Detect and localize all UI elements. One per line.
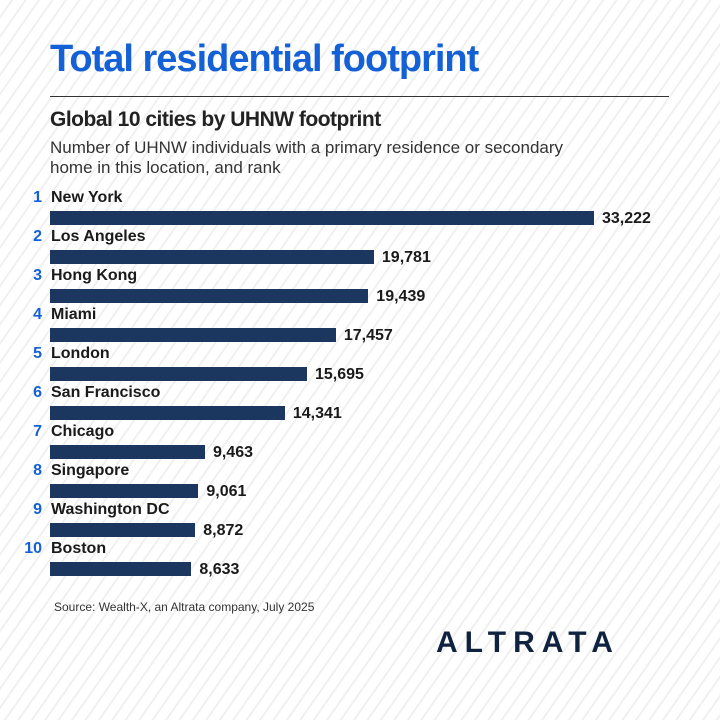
bar <box>50 250 374 264</box>
rank-label: 9 <box>33 501 42 518</box>
rank-label: 10 <box>24 540 42 557</box>
city-label: New York <box>51 189 123 206</box>
value-label: 8,872 <box>203 522 244 539</box>
value-label: 14,341 <box>292 405 342 422</box>
city-label: Washington DC <box>51 501 170 518</box>
chart-title: Total residential footprint <box>50 38 479 80</box>
source-note: Source: Wealth-X, an Altrata company, Ju… <box>54 600 315 614</box>
city-label: Boston <box>51 540 107 557</box>
city-label: Hong Kong <box>51 267 138 284</box>
value-label: 15,695 <box>315 366 364 383</box>
rank-label: 6 <box>33 384 42 401</box>
city-label: London <box>51 345 110 362</box>
chart-subtitle: Global 10 cities by UHNW footprint <box>50 108 381 131</box>
rank-label: 3 <box>33 267 42 284</box>
city-label: Singapore <box>51 462 130 479</box>
value-label: 17,457 <box>343 327 393 344</box>
city-label: Miami <box>51 306 97 323</box>
bar <box>50 406 285 420</box>
rank-label: 8 <box>33 462 42 479</box>
bar <box>50 562 192 576</box>
value-label: 9,463 <box>212 444 253 461</box>
bar <box>50 523 196 537</box>
rank-label: 1 <box>33 189 42 206</box>
bar <box>50 484 199 498</box>
bar <box>50 289 369 303</box>
city-label: San Francisco <box>51 384 161 401</box>
bar <box>50 211 594 225</box>
city-label: Los Angeles <box>51 228 146 245</box>
rank-label: 4 <box>33 306 42 323</box>
value-label: 33,222 <box>602 210 651 227</box>
title-divider <box>50 96 669 97</box>
rank-label: 2 <box>33 228 42 245</box>
value-label: 19,439 <box>376 288 426 305</box>
bar <box>50 445 205 459</box>
altrata-logo: ALTRATA <box>436 626 620 659</box>
bar <box>50 367 307 381</box>
value-label: 9,061 <box>206 483 247 500</box>
chart-description: Number of UHNW individuals with a primar… <box>50 138 564 177</box>
value-label: 19,781 <box>381 249 431 266</box>
rank-label: 7 <box>33 423 42 440</box>
city-label: Chicago <box>51 423 115 440</box>
bar <box>50 328 336 342</box>
rank-label: 5 <box>33 345 42 362</box>
value-label: 8,633 <box>199 561 240 578</box>
